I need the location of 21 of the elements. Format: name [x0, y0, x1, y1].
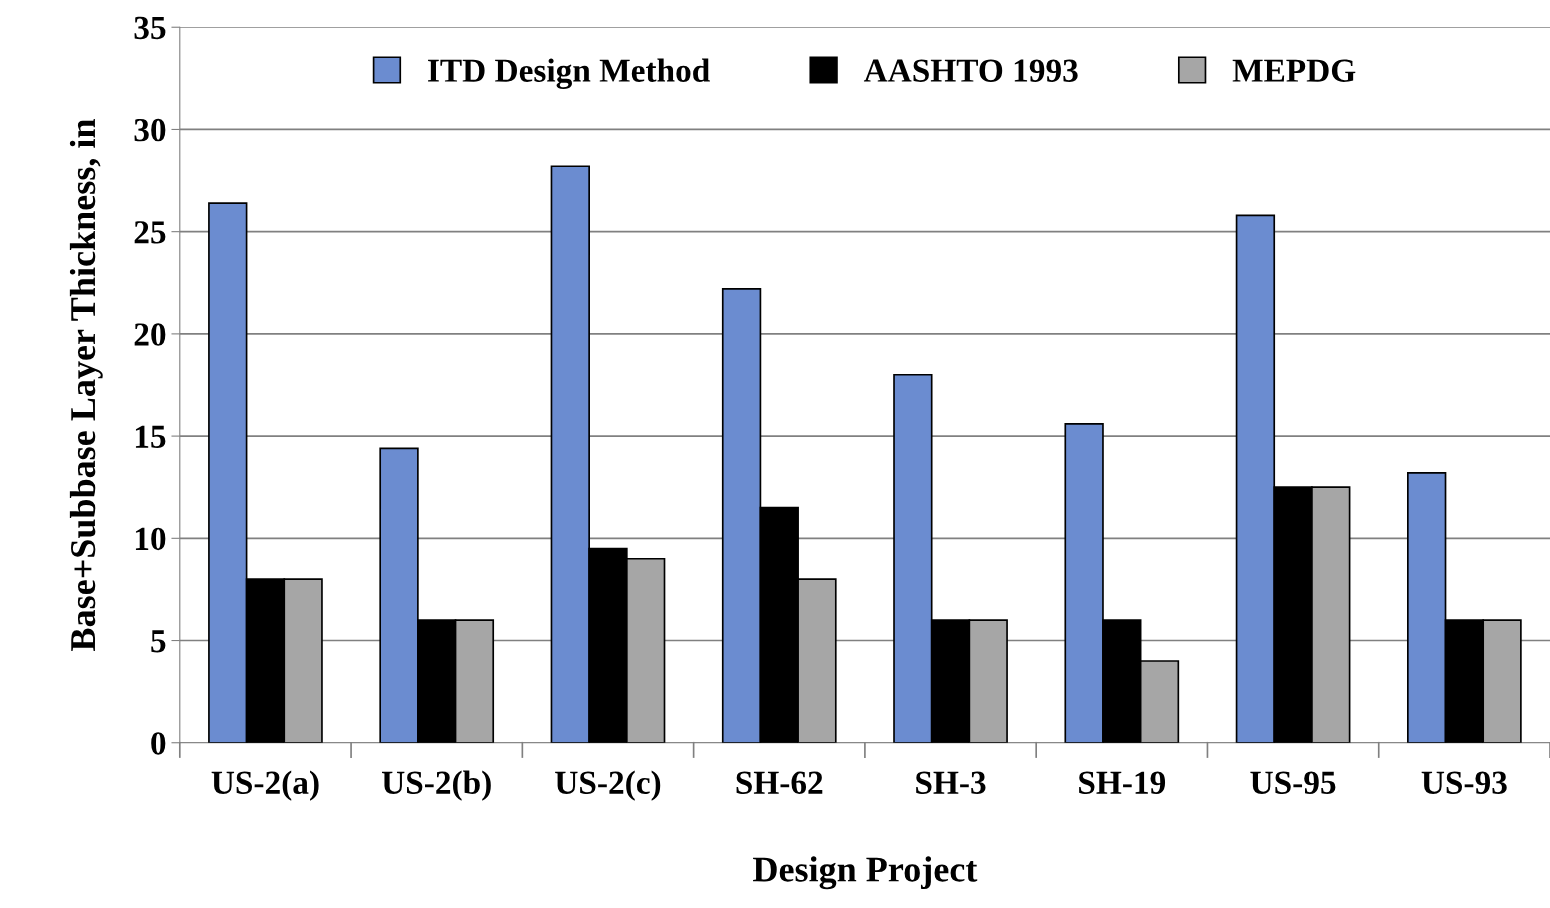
- legend-label: AASHTO 1993: [863, 59, 1078, 82]
- y-tick-label: 20: [134, 323, 166, 346]
- legend-label: ITD Design Method: [428, 58, 710, 89]
- x-tick-label: SH-62: [736, 771, 823, 794]
- x-tick-label: US-93: [1421, 771, 1507, 794]
- x-axis-title: Design Project: [753, 856, 978, 890]
- x-tick-label: US-95: [1250, 771, 1336, 794]
- y-tick-label: 0: [151, 732, 166, 755]
- y-tick-label: 30: [134, 118, 166, 142]
- x-tick-label: SH-3: [916, 771, 986, 794]
- y-tick-label: 10: [135, 527, 166, 551]
- x-tick-label: US-2(a): [211, 770, 319, 801]
- y-tick-label: 35: [134, 16, 166, 40]
- y-axis-title: Base+Subbase Layer Thickness, in: [69, 119, 103, 651]
- legend-label: MEPDG: [1232, 59, 1356, 82]
- y-tick-label: 5: [151, 630, 166, 653]
- y-tick-label: 25: [134, 221, 166, 244]
- x-tick-label: US-2(b): [381, 770, 491, 801]
- x-tick-label: SH-19: [1079, 771, 1166, 794]
- x-tick-label: US-2(c): [555, 770, 661, 801]
- y-tick-label: 15: [135, 425, 166, 448]
